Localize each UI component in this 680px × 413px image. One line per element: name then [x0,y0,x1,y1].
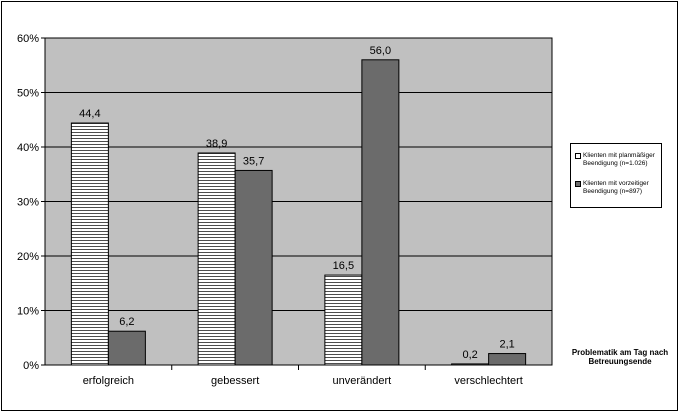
data-label: 44,4 [79,108,100,120]
bar-vorzeitig-2 [361,59,400,366]
bar-planmaessig-2 [324,274,363,366]
x-axis-title-line-2: Betreuungsende [588,357,652,366]
x-category-label: gebessert [211,375,259,387]
bar-vorzeitig-3 [488,353,527,366]
gridlines [45,37,552,311]
y-tick-label: 50% [17,88,39,100]
data-label: 2,1 [499,339,514,351]
data-label: 56,0 [370,45,391,57]
x-axis-title-line-1: Problematik am Tag nach [572,348,668,357]
legend-swatch-white [575,153,581,159]
x-category-label: unverändert [333,375,392,387]
data-label: 38,9 [206,138,227,150]
y-tick-label: 30% [17,197,39,209]
bar-planmaessig-0 [70,122,109,366]
data-label: 6,2 [119,316,134,328]
data-label: 16,5 [333,260,354,272]
legend-item-planmaessig: Klienten mit planmäßiger Beendigung (n=1… [575,152,659,168]
data-labels: 44,4 6,2 38,9 35,7 16,5 56,0 0,2 2,1 [79,45,515,361]
y-tick-label: 0% [23,360,39,372]
y-tick-label: 40% [17,142,39,154]
legend-item-vorzeitig: Klienten mit vorzeitiger Beendigung (n=8… [575,180,659,196]
legend-label: Klienten mit vorzeitiger Beendigung (n=8… [583,180,649,195]
y-tick-label: 60% [17,33,39,45]
y-axis-ticks: 0% 10% 20% 30% 40% 50% 60% [17,33,45,372]
data-label: 0,2 [462,349,477,361]
data-label: 35,7 [243,155,264,167]
x-category-label: erfolgreich [83,375,134,387]
x-category-label: verschlechtert [454,375,522,387]
x-axis-categories: erfolgreich gebessert unverändert verschlec… [83,365,523,387]
y-tick-label: 20% [17,251,39,263]
y-tick-label: 10% [17,306,39,318]
legend: Klienten mit planmäßiger Beendigung (n=1… [570,143,662,208]
legend-label: Klienten mit planmäßiger Beendigung (n=1… [583,152,655,167]
bar-vorzeitig-1 [234,169,273,366]
bars [70,59,527,366]
bar-vorzeitig-0 [107,330,146,366]
bar-planmaessig-1 [197,152,236,366]
legend-swatch-gray [575,181,581,187]
